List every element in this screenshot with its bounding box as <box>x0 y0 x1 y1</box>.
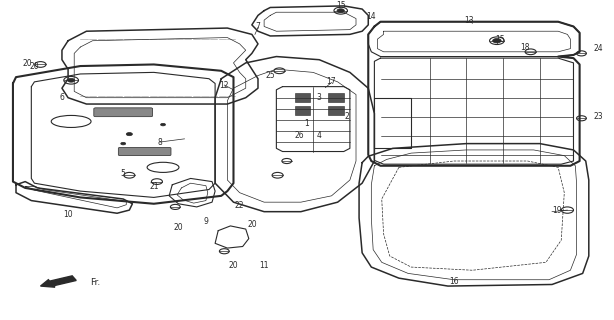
FancyBboxPatch shape <box>94 108 153 117</box>
Text: 18: 18 <box>519 43 529 52</box>
Text: 11: 11 <box>259 261 269 270</box>
Circle shape <box>121 142 126 145</box>
Text: 17: 17 <box>327 77 336 86</box>
Text: 1: 1 <box>305 118 309 128</box>
Text: 13: 13 <box>465 16 474 25</box>
FancyBboxPatch shape <box>119 148 171 156</box>
Text: 8: 8 <box>158 138 162 147</box>
Text: 2: 2 <box>344 112 349 121</box>
Circle shape <box>337 9 344 12</box>
Text: 12: 12 <box>220 81 229 90</box>
Circle shape <box>126 132 133 136</box>
Bar <box>295 93 310 102</box>
Text: 15: 15 <box>336 1 346 10</box>
Circle shape <box>161 123 166 126</box>
Bar <box>328 93 344 102</box>
Text: 20: 20 <box>22 59 32 68</box>
Text: 15: 15 <box>495 35 505 44</box>
Text: 6: 6 <box>60 93 64 102</box>
Circle shape <box>492 38 501 43</box>
Text: 14: 14 <box>367 12 376 21</box>
Text: 10: 10 <box>63 210 73 219</box>
Text: 4: 4 <box>317 131 322 140</box>
Text: 25: 25 <box>265 71 275 80</box>
Text: 16: 16 <box>449 277 459 286</box>
Text: 26: 26 <box>295 131 305 140</box>
Text: 20: 20 <box>174 223 183 232</box>
Text: 22: 22 <box>235 201 244 210</box>
Text: 5: 5 <box>121 169 126 178</box>
Text: 20: 20 <box>29 61 39 70</box>
Text: 19: 19 <box>552 205 562 215</box>
Text: 3: 3 <box>317 93 322 102</box>
Bar <box>295 106 310 115</box>
Text: 24: 24 <box>593 44 603 53</box>
Text: 9: 9 <box>203 217 208 226</box>
Text: 20: 20 <box>228 261 238 270</box>
Bar <box>328 106 344 115</box>
Text: 23: 23 <box>593 112 603 121</box>
Text: Fr.: Fr. <box>90 278 101 287</box>
Text: 21: 21 <box>149 182 158 191</box>
Text: 7: 7 <box>255 22 260 31</box>
Text: 20: 20 <box>247 220 257 229</box>
Circle shape <box>68 78 75 82</box>
FancyArrow shape <box>41 276 76 287</box>
